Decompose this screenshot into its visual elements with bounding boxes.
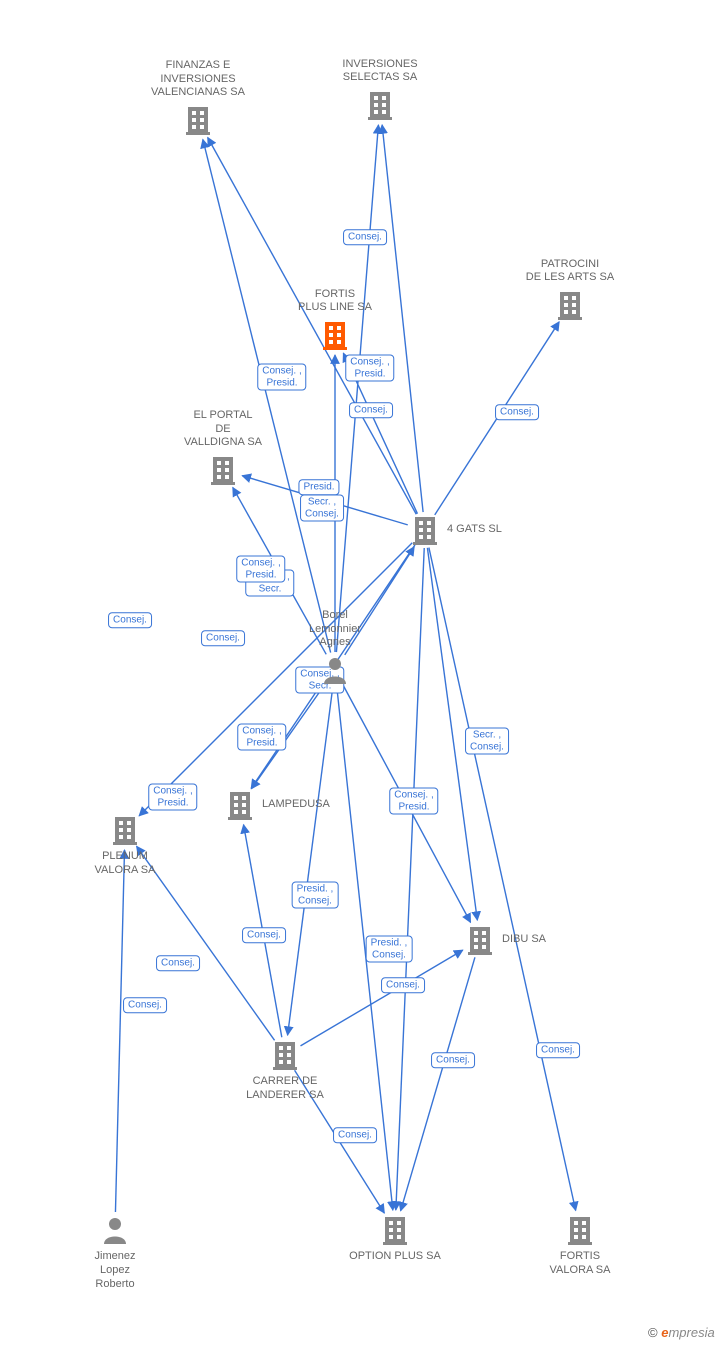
node-label: PATROCINI DE LES ARTS SA (526, 258, 614, 286)
edge-label: Consej. , Presid. (237, 724, 286, 751)
node-label: FINANZAS E INVERSIONES VALENCIANAS SA (151, 59, 245, 100)
building-icon[interactable] (411, 515, 439, 545)
person-icon[interactable] (322, 656, 348, 684)
building-icon[interactable] (466, 925, 494, 955)
edge-label: Consej. (536, 1042, 580, 1058)
graph-svg (0, 0, 728, 1345)
building-icon[interactable] (321, 320, 349, 350)
edge-label: Consej. , Presid. (236, 556, 285, 583)
building-icon[interactable] (566, 1215, 594, 1245)
person-icon[interactable] (102, 1216, 128, 1244)
building-icon[interactable] (209, 455, 237, 485)
building-icon[interactable] (226, 790, 254, 820)
node-label: OPTION PLUS SA (349, 1250, 441, 1264)
edge-label: Consej. (333, 1127, 377, 1143)
edge-label: Secr. , Consej. (300, 495, 344, 522)
edge-label: Consej. (108, 612, 152, 628)
building-icon[interactable] (271, 1040, 299, 1070)
edge-label: Consej. (349, 402, 393, 418)
credit: © empresia (648, 1325, 715, 1340)
edge-label: Presid. , Consej. (366, 936, 413, 963)
node-label: INVERSIONES SELECTAS SA (342, 58, 417, 86)
building-icon[interactable] (366, 90, 394, 120)
edge-label: Presid. , Consej. (292, 882, 339, 909)
node-label: DIBU SA (502, 933, 546, 947)
edge-label: Presid. (298, 479, 339, 495)
node-label: Jimenez Lopez Roberto (95, 1250, 136, 1291)
edge-label: Consej. , Presid. (257, 364, 306, 391)
building-icon[interactable] (111, 815, 139, 845)
edge-label: Consej. (381, 977, 425, 993)
building-icon[interactable] (556, 290, 584, 320)
edge-label: Consej. , Presid. (148, 784, 197, 811)
edge-label: Secr. , Consej. (465, 728, 509, 755)
node-label: FORTIS VALORA SA (550, 1250, 611, 1278)
edge-label: Consej. (495, 404, 539, 420)
edge-label: Consej. (343, 229, 387, 245)
edge-label: Consej. (431, 1052, 475, 1068)
credit-copyright: © (648, 1325, 658, 1340)
node-label: PLENUM VALORA SA (95, 850, 156, 878)
node-label: FORTIS PLUS LINE SA (298, 288, 372, 316)
edge-label: Consej. (123, 997, 167, 1013)
building-icon[interactable] (184, 105, 212, 135)
edge-label: Consej. , Presid. (345, 355, 394, 382)
credit-brand-rest: mpresia (668, 1325, 714, 1340)
node-label: EL PORTAL DE VALLDIGNA SA (184, 409, 262, 450)
edge-label: Consej. (156, 955, 200, 971)
node-label: LAMPEDUSA (262, 798, 330, 812)
edge-label: Consej. (242, 927, 286, 943)
edge-label: Consej. (201, 630, 245, 646)
node-label: Borel Lemonnier Agnes (309, 609, 361, 650)
edge-label: Consej. , Presid. (389, 788, 438, 815)
node-label: CARRER DE LANDERER SA (246, 1075, 324, 1103)
building-icon[interactable] (381, 1215, 409, 1245)
node-label: 4 GATS SL (447, 523, 502, 537)
